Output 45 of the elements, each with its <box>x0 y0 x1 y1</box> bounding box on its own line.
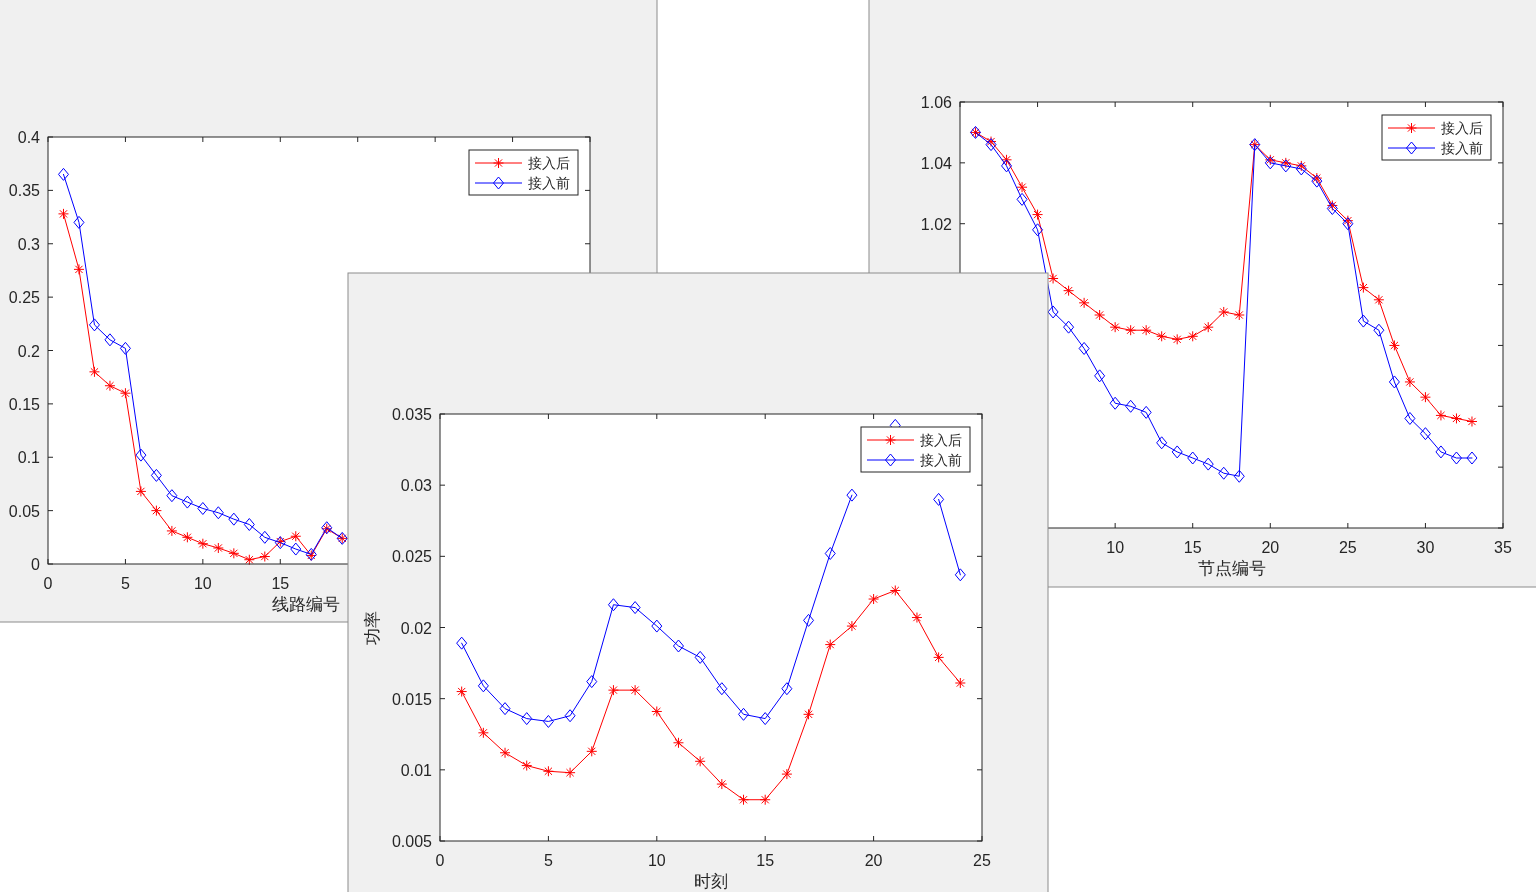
y-tick-label: 0.4 <box>17 129 41 146</box>
legend-label: 接入后 <box>528 155 570 171</box>
y-tick-label: 0.05 <box>8 502 41 520</box>
y-axis-title: 功率 <box>363 610 382 645</box>
legend-label: 接入后 <box>1441 120 1483 136</box>
y-tick-label: 0.025 <box>391 548 433 566</box>
y-tick-label: 0.01 <box>400 761 433 779</box>
y-tick-label: 0.035 <box>391 406 433 423</box>
x-tick-label: 35 <box>1494 539 1512 556</box>
y-tick-label: 1.04 <box>920 154 953 172</box>
y-tick-label: 1.06 <box>920 94 953 111</box>
x-axis-title: 线路编号 <box>272 595 340 614</box>
y-tick-label: 0.1 <box>17 449 41 467</box>
y-tick-label: 0 <box>31 556 41 573</box>
x-tick-label: 25 <box>973 852 991 869</box>
x-tick-label: 5 <box>543 852 553 869</box>
y-tick-label: 0.25 <box>8 289 41 307</box>
legend-label: 接入前 <box>528 175 570 191</box>
x-axis-title: 节点编号 <box>1197 559 1266 578</box>
y-tick-label: 0.2 <box>17 342 41 360</box>
x-tick-label: 10 <box>193 575 212 592</box>
x-tick-label: 15 <box>756 852 775 869</box>
legend-label: 接入后 <box>920 432 962 448</box>
x-tick-label: 10 <box>1106 539 1125 556</box>
y-tick-label: 0.02 <box>400 619 433 637</box>
y-tick-label: 1.02 <box>920 215 953 233</box>
x-tick-label: 20 <box>1261 539 1280 556</box>
y-tick-label: 0.35 <box>8 182 41 200</box>
y-tick-label: 0.03 <box>400 477 433 495</box>
y-tick-label: 0.005 <box>391 833 433 850</box>
y-tick-label: 0.3 <box>17 235 41 253</box>
y-tick-label: 0.015 <box>391 690 433 708</box>
x-tick-label: 0 <box>43 575 53 592</box>
legend-label: 接入前 <box>920 452 962 468</box>
x-tick-label: 15 <box>1183 539 1202 556</box>
x-tick-label: 0 <box>435 852 445 869</box>
x-axis-title: 时刻 <box>694 872 728 891</box>
x-tick-label: 10 <box>647 852 666 869</box>
y-tick-label: 0.15 <box>8 395 41 413</box>
x-tick-label: 15 <box>271 575 290 592</box>
legend-label: 接入前 <box>1441 140 1483 156</box>
x-tick-label: 25 <box>1338 539 1357 556</box>
x-tick-label: 5 <box>120 575 130 592</box>
x-tick-label: 30 <box>1416 539 1435 556</box>
x-tick-label: 20 <box>864 852 883 869</box>
